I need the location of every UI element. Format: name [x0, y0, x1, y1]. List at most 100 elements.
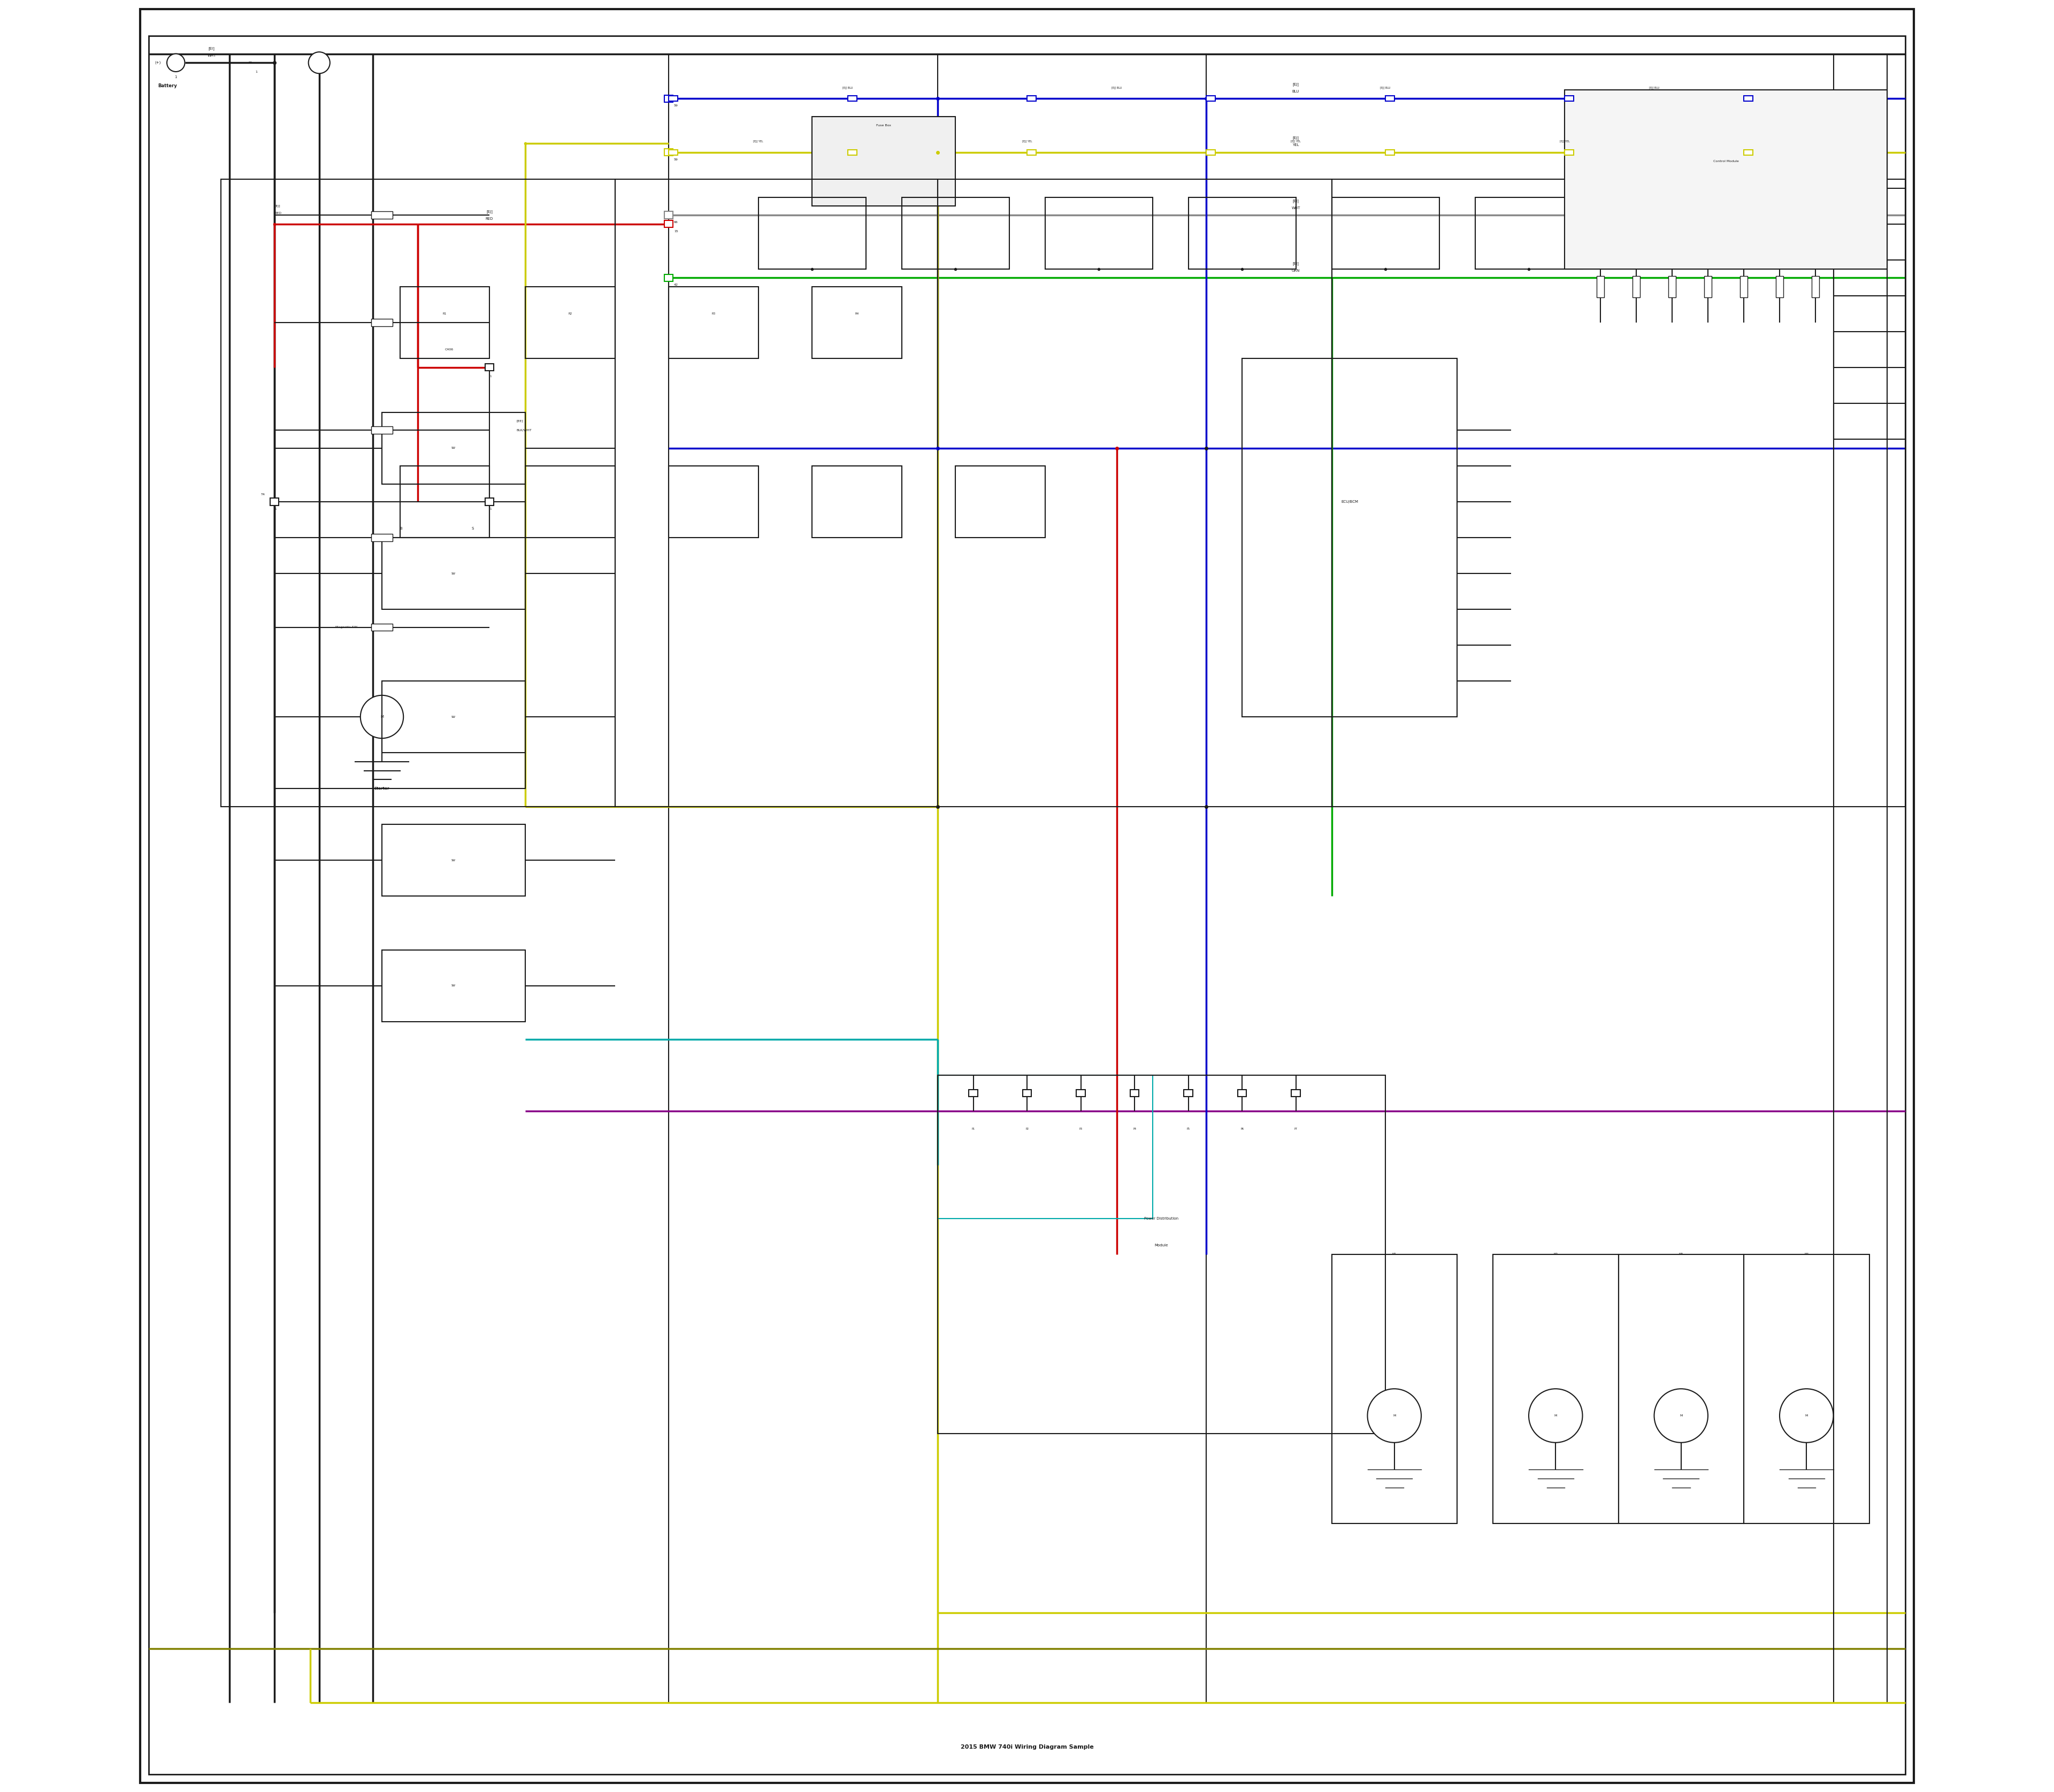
Text: T4: T4	[261, 493, 265, 496]
Circle shape	[1528, 1389, 1582, 1443]
Text: R4: R4	[854, 312, 859, 315]
Bar	[811, 287, 902, 358]
Bar	[1239, 1090, 1247, 1097]
Bar	[670, 287, 758, 358]
Text: [EJ]: [EJ]	[1292, 262, 1298, 265]
Text: [EJ] BLU: [EJ] BLU	[1649, 86, 1660, 90]
Bar	[1668, 276, 1676, 297]
Bar	[485, 498, 493, 505]
Bar	[1705, 276, 1711, 297]
Bar	[382, 538, 526, 609]
Bar	[1565, 151, 1573, 156]
Bar	[382, 824, 526, 896]
Bar	[1633, 276, 1639, 297]
Bar	[1744, 97, 1752, 100]
Bar	[1834, 188, 1904, 224]
Text: M: M	[1805, 1414, 1808, 1417]
Bar	[937, 1075, 1384, 1434]
Bar	[526, 466, 614, 538]
Text: [EJ] BLU: [EJ] BLU	[1380, 86, 1391, 90]
Text: C406: C406	[446, 348, 454, 351]
Bar	[663, 274, 674, 281]
Bar	[811, 116, 955, 206]
Bar	[1619, 1254, 1744, 1523]
Bar	[526, 287, 614, 358]
Circle shape	[359, 695, 403, 738]
Bar	[1076, 1090, 1085, 1097]
Bar	[848, 151, 857, 156]
Bar	[670, 97, 678, 100]
Bar	[269, 498, 279, 505]
Bar	[1292, 1090, 1300, 1097]
Bar	[382, 681, 526, 753]
Text: SW: SW	[452, 984, 456, 987]
Bar	[848, 97, 857, 100]
Bar	[1183, 1090, 1193, 1097]
Bar	[382, 412, 526, 484]
Text: [EJ] YEL: [EJ] YEL	[1023, 140, 1031, 143]
Text: M4: M4	[1803, 1253, 1810, 1256]
Text: [EE]: [EE]	[516, 419, 524, 423]
Text: P6: P6	[1241, 1127, 1243, 1131]
Bar	[1565, 97, 1573, 100]
Text: SW: SW	[452, 858, 456, 862]
Bar	[1834, 403, 1904, 439]
Bar	[1243, 358, 1456, 717]
Bar	[758, 197, 865, 269]
Text: [EJ]: [EJ]	[1292, 136, 1298, 140]
Bar	[1493, 1254, 1619, 1523]
Bar	[485, 364, 493, 371]
Bar	[663, 220, 674, 228]
Bar	[1740, 276, 1748, 297]
Text: Starter: Starter	[374, 787, 390, 790]
Text: P1: P1	[972, 1127, 976, 1131]
Text: R2: R2	[569, 312, 571, 315]
Text: [EJ] YEL: [EJ] YEL	[754, 140, 764, 143]
Text: Power Distribution: Power Distribution	[1144, 1217, 1179, 1220]
Text: M1: M1	[1393, 1253, 1397, 1256]
Bar	[1475, 197, 1582, 269]
Text: M: M	[1680, 1414, 1682, 1417]
Text: B: B	[401, 527, 403, 530]
Text: BLK/WHT: BLK/WHT	[516, 428, 532, 432]
Text: SW: SW	[452, 715, 456, 719]
Bar	[1744, 1254, 1869, 1523]
Circle shape	[1653, 1389, 1709, 1443]
Text: [EJ]: [EJ]	[487, 210, 493, 213]
Bar	[372, 624, 392, 631]
Bar	[811, 466, 902, 538]
Text: Module: Module	[1154, 1244, 1169, 1247]
Bar	[1206, 151, 1216, 156]
Bar	[1331, 179, 1904, 806]
Text: T1: T1	[249, 61, 253, 65]
Bar	[372, 319, 392, 326]
Text: 59: 59	[674, 104, 678, 108]
Text: P4: P4	[1134, 1127, 1136, 1131]
Bar	[1834, 332, 1904, 367]
Bar	[1744, 151, 1752, 156]
Text: (+): (+)	[154, 61, 160, 65]
Bar	[1045, 197, 1152, 269]
Text: M2: M2	[1553, 1253, 1557, 1256]
Bar	[1384, 151, 1395, 156]
Text: R1: R1	[444, 312, 446, 315]
Text: SW: SW	[452, 446, 456, 450]
Text: Battery: Battery	[158, 84, 177, 88]
Text: 15: 15	[674, 229, 678, 233]
Text: RED: RED	[275, 211, 281, 215]
Bar	[902, 197, 1009, 269]
Text: Control Module: Control Module	[1713, 159, 1738, 163]
Bar	[372, 534, 392, 541]
Bar	[937, 179, 1331, 806]
Text: [EJ]: [EJ]	[275, 204, 279, 208]
Bar	[1206, 97, 1216, 100]
Text: [EJ] BLU: [EJ] BLU	[1111, 86, 1121, 90]
Bar	[1027, 97, 1035, 100]
Circle shape	[166, 54, 185, 72]
Bar	[614, 179, 937, 806]
Text: 1: 1	[255, 70, 257, 73]
Bar	[372, 426, 392, 434]
Bar	[670, 151, 678, 156]
Text: Fuse Box: Fuse Box	[877, 124, 891, 127]
Text: [EJ]: [EJ]	[1292, 82, 1298, 86]
